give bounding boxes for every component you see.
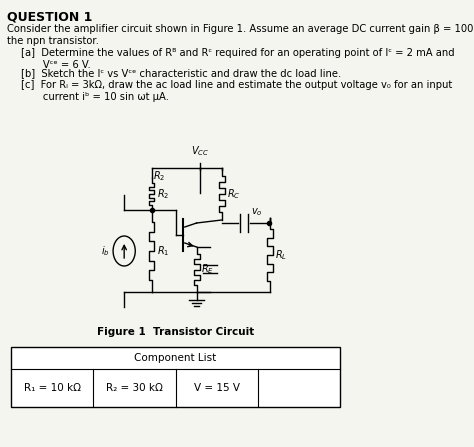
- Text: [c]  For Rₗ = 3kΩ, draw the ac load line and estimate the output voltage v₀ for : [c] For Rₗ = 3kΩ, draw the ac load line …: [21, 80, 452, 101]
- Text: $R_C$: $R_C$: [227, 187, 240, 201]
- Text: Component List: Component List: [135, 353, 217, 363]
- Text: $R_1$: $R_1$: [157, 244, 169, 258]
- Text: $V_{CC}$: $V_{CC}$: [191, 144, 209, 158]
- Text: V⁣⁣ = 15 V: V⁣⁣ = 15 V: [194, 383, 240, 393]
- FancyBboxPatch shape: [11, 347, 340, 407]
- Text: $R_2$: $R_2$: [157, 187, 169, 201]
- Text: R₂ = 30 kΩ: R₂ = 30 kΩ: [106, 383, 163, 393]
- Text: QUESTION 1: QUESTION 1: [8, 10, 93, 23]
- Text: $i_b$: $i_b$: [100, 244, 109, 258]
- Text: $R_L$: $R_L$: [275, 248, 287, 262]
- Text: $v_o$: $v_o$: [251, 206, 263, 218]
- Text: $R_2$: $R_2$: [154, 169, 166, 183]
- Text: R₁ = 10 kΩ: R₁ = 10 kΩ: [24, 383, 81, 393]
- Text: $R_E$: $R_E$: [201, 262, 214, 276]
- Text: Figure 1  Transistor Circuit: Figure 1 Transistor Circuit: [97, 327, 254, 337]
- Text: [b]  Sketch the Iᶜ vs Vᶜᵉ characteristic and draw the dc load line.: [b] Sketch the Iᶜ vs Vᶜᵉ characteristic …: [21, 68, 341, 78]
- Text: [a]  Determine the values of Rᴮ and Rᶜ required for an operating point of Iᶜ = 2: [a] Determine the values of Rᴮ and Rᶜ re…: [21, 48, 454, 70]
- Text: Consider the amplifier circuit shown in Figure 1. Assume an average DC current g: Consider the amplifier circuit shown in …: [8, 24, 474, 46]
